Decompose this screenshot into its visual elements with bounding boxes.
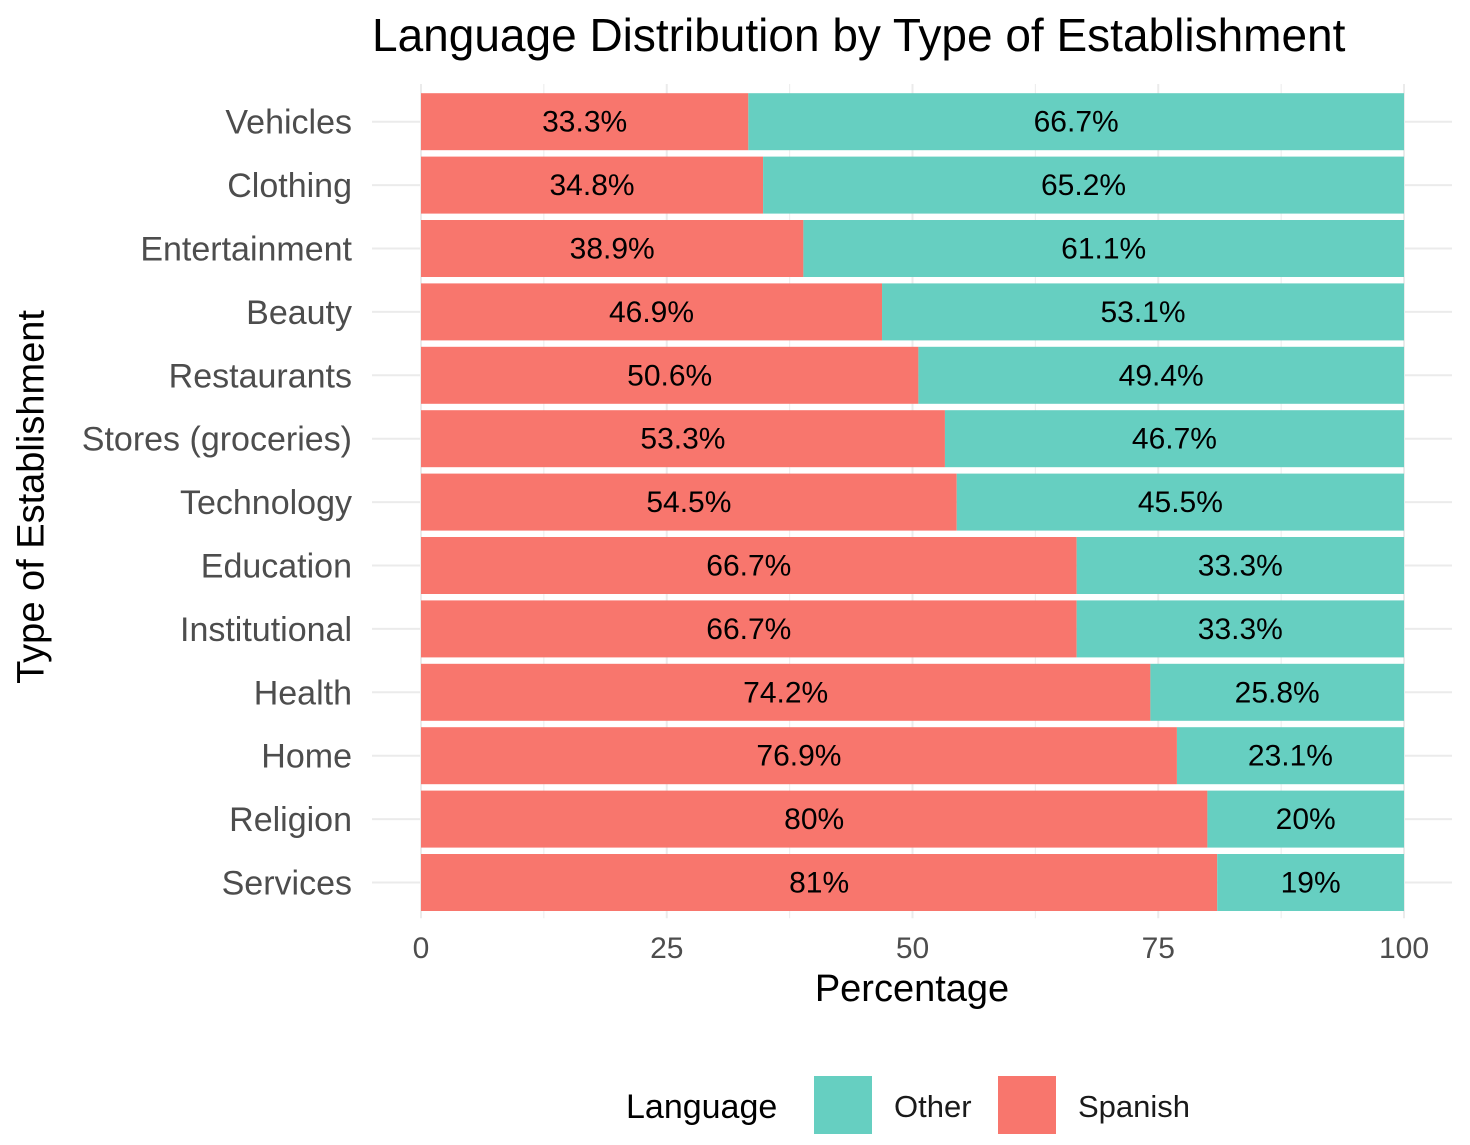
y-tick-label-restaurants: Restaurants — [169, 357, 352, 395]
data-label-other-religion: 20% — [1276, 803, 1336, 836]
bar-other-religion — [1207, 790, 1404, 848]
x-tick-label: 25 — [650, 932, 683, 965]
x-tick-label: 100 — [1379, 932, 1429, 965]
bar-spanish-clothing — [421, 156, 764, 214]
y-tick-label-services: Services — [222, 865, 352, 903]
x-tick-label: 50 — [896, 932, 929, 965]
data-label-spanish-health: 74.2% — [743, 676, 828, 709]
bar-spanish-entertainment — [421, 220, 804, 277]
bar-other-vehicles — [748, 93, 1404, 151]
bar-other-institutional — [1076, 600, 1404, 658]
legend-label-spanish: Spanish — [1078, 1089, 1191, 1124]
bar-spanish-home — [421, 727, 1177, 785]
legend-key-other — [814, 1076, 872, 1134]
bar-other-home — [1176, 727, 1404, 785]
bar-spanish-religion — [421, 790, 1208, 848]
data-label-spanish-restaurants: 50.6% — [627, 359, 712, 392]
bar-spanish-restaurants — [421, 346, 919, 404]
data-label-other-entertainment: 61.1% — [1061, 233, 1146, 266]
data-label-other-home: 23.1% — [1248, 740, 1333, 773]
y-tick-label-vehicles: Vehicles — [225, 104, 352, 142]
data-label-other-institutional: 33.3% — [1198, 613, 1283, 646]
y-tick-label-beauty: Beauty — [246, 294, 352, 332]
data-label-spanish-institutional: 66.7% — [706, 613, 791, 646]
data-label-spanish-technology: 54.5% — [646, 486, 731, 519]
data-label-spanish-education: 66.7% — [706, 550, 791, 583]
y-tick-label-home: Home — [261, 738, 352, 776]
y-tick-label-religion: Religion — [229, 801, 352, 839]
y-tick-label-education: Education — [201, 548, 352, 586]
bar-spanish-education — [421, 537, 1077, 594]
legend-label-other: Other — [894, 1089, 972, 1124]
bar-spanish-health — [421, 663, 1151, 721]
data-label-other-clothing: 65.2% — [1041, 169, 1126, 202]
bar-spanish-services — [421, 854, 1218, 911]
data-label-spanish-services: 81% — [789, 867, 849, 900]
data-label-other-services: 19% — [1281, 867, 1341, 900]
y-tick-label-health: Health — [254, 674, 352, 712]
y-tick-label-institutional: Institutional — [180, 611, 352, 649]
data-label-other-beauty: 53.1% — [1100, 296, 1185, 329]
legend-title: Language — [626, 1088, 778, 1126]
bar-spanish-vehicles — [421, 93, 749, 151]
data-label-other-stores-groceries: 46.7% — [1132, 423, 1217, 456]
bar-other-restaurants — [918, 346, 1404, 404]
bar-other-entertainment — [803, 220, 1404, 277]
y-tick-label-clothing: Clothing — [227, 167, 352, 205]
y-tick-label-stores-groceries: Stores (groceries) — [82, 421, 352, 459]
legend-key-spanish — [998, 1076, 1056, 1134]
y-tick-label-technology: Technology — [180, 484, 352, 522]
data-label-other-restaurants: 49.4% — [1119, 359, 1204, 392]
bar-other-clothing — [763, 156, 1404, 214]
data-label-other-technology: 45.5% — [1138, 486, 1223, 519]
bar-other-education — [1076, 537, 1404, 594]
data-label-other-vehicles: 66.7% — [1034, 106, 1119, 139]
bar-other-technology — [956, 473, 1404, 531]
data-label-spanish-entertainment: 38.9% — [570, 233, 655, 266]
bar-other-services — [1217, 854, 1404, 911]
x-tick-label: 75 — [1142, 932, 1175, 965]
data-label-spanish-beauty: 46.9% — [609, 296, 694, 329]
data-label-other-health: 25.8% — [1235, 676, 1320, 709]
bar-spanish-institutional — [421, 600, 1077, 658]
y-tick-label-entertainment: Entertainment — [140, 231, 352, 269]
chart-title: Language Distribution by Type of Establi… — [372, 9, 1346, 61]
bar-spanish-stores-groceries — [421, 410, 945, 468]
data-label-spanish-religion: 80% — [784, 803, 844, 836]
data-label-other-education: 33.3% — [1198, 550, 1283, 583]
data-label-spanish-vehicles: 33.3% — [542, 106, 627, 139]
bar-spanish-beauty — [421, 283, 883, 341]
y-axis-label: Type of Establishment — [10, 310, 53, 684]
bar-other-stores-groceries — [944, 410, 1404, 468]
data-label-spanish-stores-groceries: 53.3% — [640, 423, 725, 456]
bar-other-health — [1150, 663, 1404, 721]
x-tick-label: 0 — [413, 932, 430, 965]
data-label-spanish-clothing: 34.8% — [550, 169, 635, 202]
data-label-spanish-home: 76.9% — [756, 740, 841, 773]
bar-spanish-technology — [421, 473, 957, 531]
bar-other-beauty — [882, 283, 1404, 341]
x-axis-label: Percentage — [814, 968, 1010, 1010]
